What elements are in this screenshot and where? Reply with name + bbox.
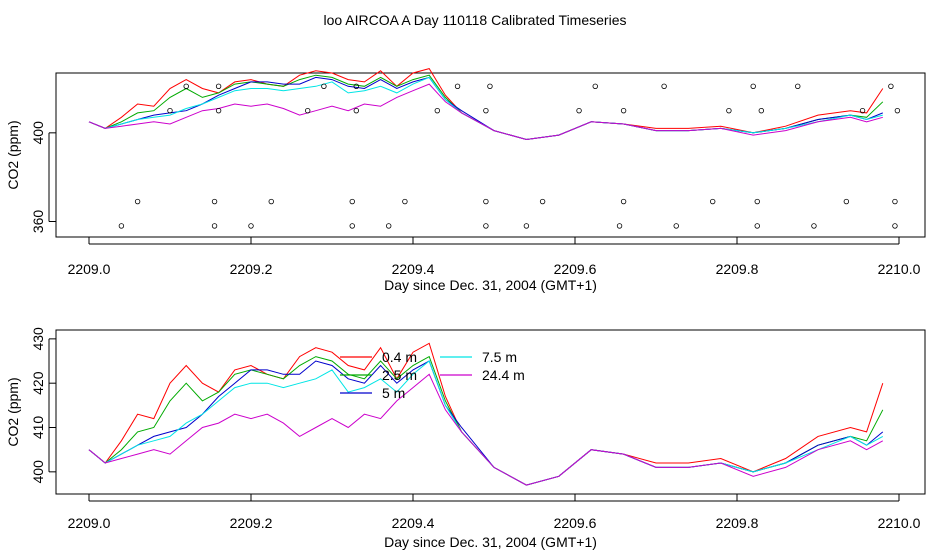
marker-point: [349, 223, 355, 229]
x-tick-label: 2210.0: [878, 515, 921, 531]
x-tick-label: 2210.0: [878, 261, 921, 277]
legend-label: 24.4 m: [482, 367, 525, 383]
x-tick-label: 2209.4: [392, 261, 435, 277]
x-tick-label: 2209.8: [716, 515, 759, 531]
marker-point: [754, 223, 760, 229]
marker-point: [616, 223, 623, 229]
marker-point: [483, 107, 489, 114]
x-axis-label: Day since Dec. 31, 2004 (GMT+1): [384, 534, 597, 550]
x-tick-label: 2209.8: [716, 261, 759, 277]
lower-panel: 2209.0 2209.2 2209.4 2209.6 2209.8 2210.0 400 4…: [5, 327, 926, 550]
marker-point: [305, 107, 311, 114]
y-tick-label: 410: [30, 416, 46, 440]
marker-point: [215, 107, 222, 114]
marker-point: [892, 198, 898, 205]
marker-point: [750, 83, 756, 89]
series-line: [88, 74, 884, 141]
marker-point: [248, 223, 254, 229]
marker-point: [215, 83, 222, 89]
marker-point: [661, 83, 667, 89]
marker-point: [620, 198, 627, 205]
series-line: [88, 342, 884, 486]
marker-point: [454, 83, 461, 89]
plot-frame: [55, 72, 926, 238]
marker-point: [353, 107, 359, 114]
x-tick-label: 2209.0: [68, 515, 111, 531]
legend-label: 2.5 m: [382, 367, 417, 383]
marker-point: [118, 223, 125, 229]
marker-point: [183, 83, 189, 89]
marker-point: [134, 198, 141, 205]
y-tick-label: 360: [30, 210, 46, 234]
legend-label: 0.4 m: [382, 349, 417, 365]
x-tick-label: 2209.6: [554, 515, 597, 531]
x-tick-label: 2209.2: [230, 515, 273, 531]
marker-point: [811, 223, 817, 229]
marker-point: [859, 107, 866, 114]
marker-point: [386, 223, 392, 229]
x-tick-label: 2209.4: [392, 515, 435, 531]
x-axis-label: Day since Dec. 31, 2004 (GMT+1): [384, 277, 597, 293]
marker-point: [892, 223, 898, 229]
marker-point: [592, 83, 598, 89]
marker-point: [349, 198, 355, 205]
y-tick-label: 400: [30, 121, 46, 145]
marker-point: [321, 83, 327, 89]
marker-point: [483, 223, 489, 229]
series-line: [88, 83, 883, 141]
marker-point: [211, 198, 218, 205]
y-tick-label: 430: [30, 327, 46, 351]
y-axis-label: CO2 (ppm): [5, 120, 21, 189]
marker-point: [710, 198, 716, 205]
marker-point: [888, 83, 894, 89]
marker-point: [795, 83, 801, 89]
chart-title: loo AIRCOA A Day 110118 Calibrated Times…: [324, 12, 627, 28]
marker-point: [726, 107, 732, 114]
plot-frame: [55, 329, 926, 495]
marker-point: [539, 198, 546, 205]
marker-point: [673, 223, 679, 229]
marker-point: [620, 107, 627, 114]
x-tick-label: 2209.6: [554, 261, 597, 277]
marker-point: [167, 107, 173, 114]
x-tick-label: 2209.2: [230, 261, 273, 277]
marker-point: [894, 107, 901, 114]
x-tick-label: 2209.0: [68, 261, 111, 277]
y-axis-label: CO2 (ppm): [5, 377, 21, 446]
series-line: [88, 373, 884, 486]
marker-point: [402, 198, 408, 205]
marker-point: [576, 107, 582, 114]
marker-point: [487, 83, 493, 89]
legend-label: 7.5 m: [482, 349, 517, 365]
marker-point: [754, 198, 760, 205]
marker-point: [353, 83, 359, 89]
marker-point: [434, 107, 440, 114]
legend-label: 5 m: [382, 385, 405, 401]
marker-point: [843, 198, 850, 205]
marker-point: [268, 198, 274, 205]
marker-point: [523, 223, 530, 229]
y-tick-label: 420: [30, 371, 46, 395]
marker-point: [211, 223, 218, 229]
series-line: [88, 68, 884, 141]
marker-point: [758, 107, 764, 114]
marker-point: [483, 198, 489, 205]
upper-panel: 2209.0 2209.2 2209.4 2209.6 2209.8 2210.0 360 4…: [5, 68, 926, 293]
y-tick-label: 400: [30, 460, 46, 484]
